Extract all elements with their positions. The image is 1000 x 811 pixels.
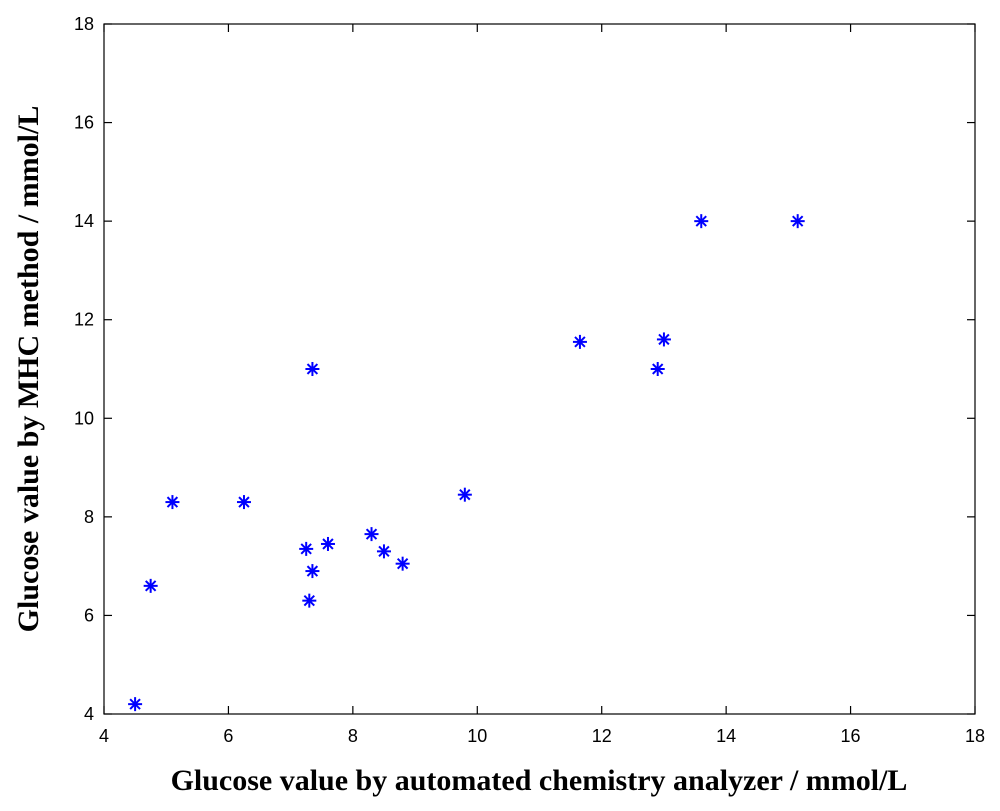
x-tick-label: 16 [841, 726, 861, 746]
y-tick-label: 8 [84, 507, 94, 527]
data-point-marker [143, 578, 158, 593]
y-tick-label: 12 [74, 310, 94, 330]
y-tick-label: 6 [84, 605, 94, 625]
x-tick-label: 6 [223, 726, 233, 746]
data-point-marker [457, 487, 472, 502]
x-tick-label: 14 [716, 726, 736, 746]
data-point-marker [376, 544, 391, 559]
data-point-marker [656, 332, 671, 347]
data-point-marker [320, 536, 335, 551]
y-axis-title: Glucose value by MHC method / mmol/L [12, 106, 45, 633]
x-tick-label: 18 [965, 726, 985, 746]
data-point-marker [790, 214, 805, 229]
x-axis-title: Glucose value by automated chemistry ana… [171, 764, 908, 797]
data-point-marker [299, 541, 314, 556]
data-point-marker [165, 495, 180, 510]
y-tick-label: 10 [74, 408, 94, 428]
x-tick-label: 10 [467, 726, 487, 746]
data-point-marker [128, 697, 143, 712]
data-point-marker [694, 214, 709, 229]
y-tick-label: 16 [74, 113, 94, 133]
x-tick-labels: 4 6 8 10 12 14 16 18 [99, 726, 985, 746]
data-point-marker [572, 334, 587, 349]
plot-frame [103, 23, 976, 715]
x-tick-label: 12 [592, 726, 612, 746]
x-tick-label: 4 [99, 726, 109, 746]
data-point-marker [236, 495, 251, 510]
y-tick-label: 14 [74, 211, 94, 231]
data-point-marker [305, 362, 320, 376]
data-point-marker [395, 556, 410, 571]
y-tick-label: 18 [74, 14, 94, 34]
data-point-marker [650, 362, 665, 376]
data-points [128, 214, 805, 712]
tick-marks [103, 23, 976, 715]
y-tick-labels: 4 6 8 10 12 14 16 18 [74, 14, 94, 724]
x-tick-label: 8 [348, 726, 358, 746]
data-point-marker [364, 527, 379, 542]
data-point-marker [305, 564, 320, 579]
data-point-marker [302, 593, 317, 608]
y-tick-label: 4 [84, 704, 94, 724]
